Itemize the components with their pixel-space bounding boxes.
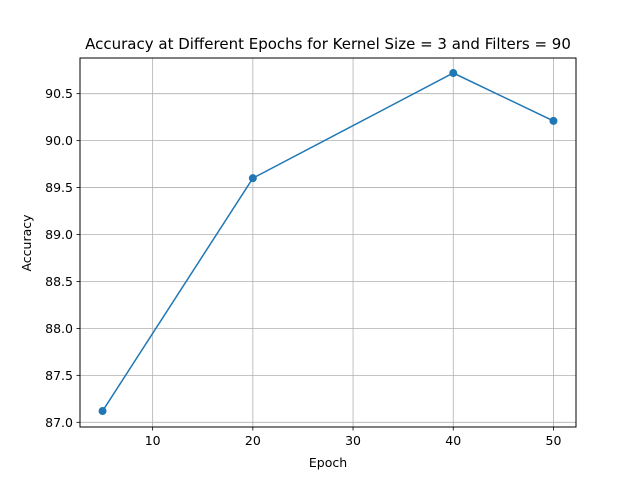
x-tick-label: 20: [245, 433, 261, 448]
y-tick-label: 88.0: [45, 321, 73, 336]
chart-title: Accuracy at Different Epochs for Kernel …: [85, 35, 571, 53]
y-tick-label: 89.5: [45, 180, 73, 195]
grid: [80, 58, 576, 427]
data-point: [98, 407, 107, 416]
y-tick-label: 87.5: [45, 368, 73, 383]
data-point: [549, 116, 558, 125]
y-tick-label: 90.5: [45, 86, 73, 101]
series-line: [101, 72, 554, 412]
y-tick-label: 88.5: [45, 274, 73, 289]
data-point: [449, 69, 458, 78]
x-axis-label: Epoch: [309, 455, 347, 470]
y-tick-label: 89.0: [45, 227, 73, 242]
plot-frame: [79, 57, 577, 428]
data-point: [248, 174, 257, 183]
ticks: 10 20 30 40 50 87.0 87.5 88.0 88.5 89.0 89.5 90.0 90…: [45, 86, 561, 448]
x-tick-label: 30: [345, 433, 361, 448]
x-tick-label: 10: [145, 433, 161, 448]
x-tick-label: 40: [445, 433, 461, 448]
x-tick-label: 50: [546, 433, 562, 448]
y-tick-label: 87.0: [45, 415, 73, 430]
series-layer: [98, 69, 558, 416]
y-axis-label: Accuracy: [19, 214, 34, 272]
y-tick-label: 90.0: [45, 133, 73, 148]
